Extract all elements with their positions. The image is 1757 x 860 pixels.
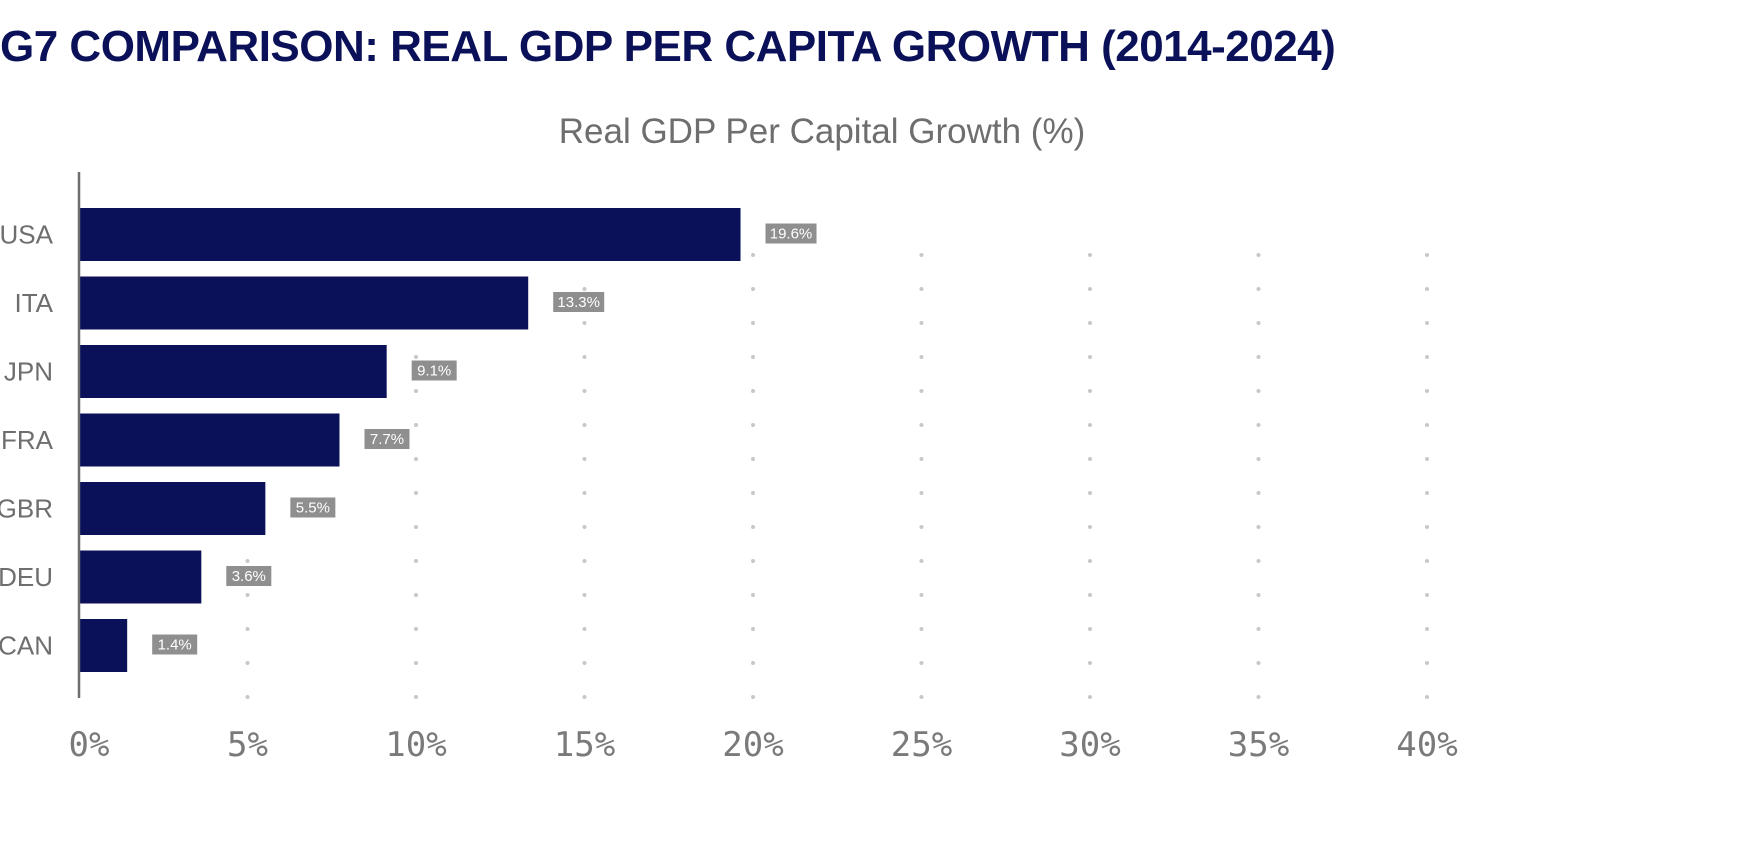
bars: 19.6% 13.3% 9.1% 7.7% 5.5% 3.6% 1.4% — [80, 208, 817, 672]
x-tick-label: 25% — [891, 725, 952, 765]
bar-chart: Real GDP Per Capital Growth (%) 19.6% 13.… — [0, 112, 1458, 765]
value-label-box — [226, 566, 272, 586]
category-label: DEU — [0, 562, 53, 592]
value-label-box — [765, 223, 817, 244]
bar-jpn — [80, 345, 387, 398]
category-label: ITA — [14, 288, 53, 318]
x-tick-label: 35% — [1228, 725, 1289, 765]
value-label: 1.4% — [158, 637, 192, 654]
value-label: 3.6% — [232, 568, 266, 585]
value-label-box — [553, 292, 605, 312]
x-tick-label: 5% — [227, 725, 268, 765]
category-label: USA — [0, 220, 54, 250]
value-label: 13.3% — [557, 294, 600, 311]
bar-gbr — [80, 482, 266, 535]
value-label-box — [290, 497, 336, 518]
bar-fra — [80, 413, 340, 467]
page-title: G7 COMPARISON: REAL GDP PER CAPITA GROWT… — [0, 22, 1336, 71]
value-label: 19.6% — [770, 226, 813, 243]
x-tick-label: 15% — [554, 725, 615, 765]
chart-title: Real GDP Per Capital Growth (%) — [559, 112, 1085, 151]
bar-can — [80, 619, 128, 672]
x-tick-label: 0% — [69, 725, 110, 765]
value-label: 7.7% — [370, 431, 404, 448]
x-tick-label: 40% — [1396, 725, 1457, 765]
category-labels: USA ITA JPN FRA GBR DEU CAN — [0, 220, 54, 661]
value-label: 5.5% — [296, 500, 330, 517]
x-axis-tick-labels: 0% 5% 10% 15% 20% 25% 30% 35% 40% — [69, 725, 1458, 765]
category-label: FRA — [1, 425, 54, 455]
x-tick-label: 30% — [1059, 725, 1120, 765]
x-tick-label: 10% — [385, 725, 446, 765]
x-tick-label: 20% — [722, 725, 783, 765]
category-label: CAN — [0, 631, 53, 661]
value-label-box — [411, 360, 457, 381]
bar-ita — [80, 276, 529, 330]
value-label-box — [152, 634, 198, 655]
bar-deu — [80, 550, 202, 604]
bar-usa — [80, 208, 741, 261]
category-label: GBR — [0, 494, 53, 524]
value-label: 9.1% — [417, 363, 451, 380]
value-label-box — [364, 429, 410, 449]
category-label: JPN — [4, 357, 53, 387]
